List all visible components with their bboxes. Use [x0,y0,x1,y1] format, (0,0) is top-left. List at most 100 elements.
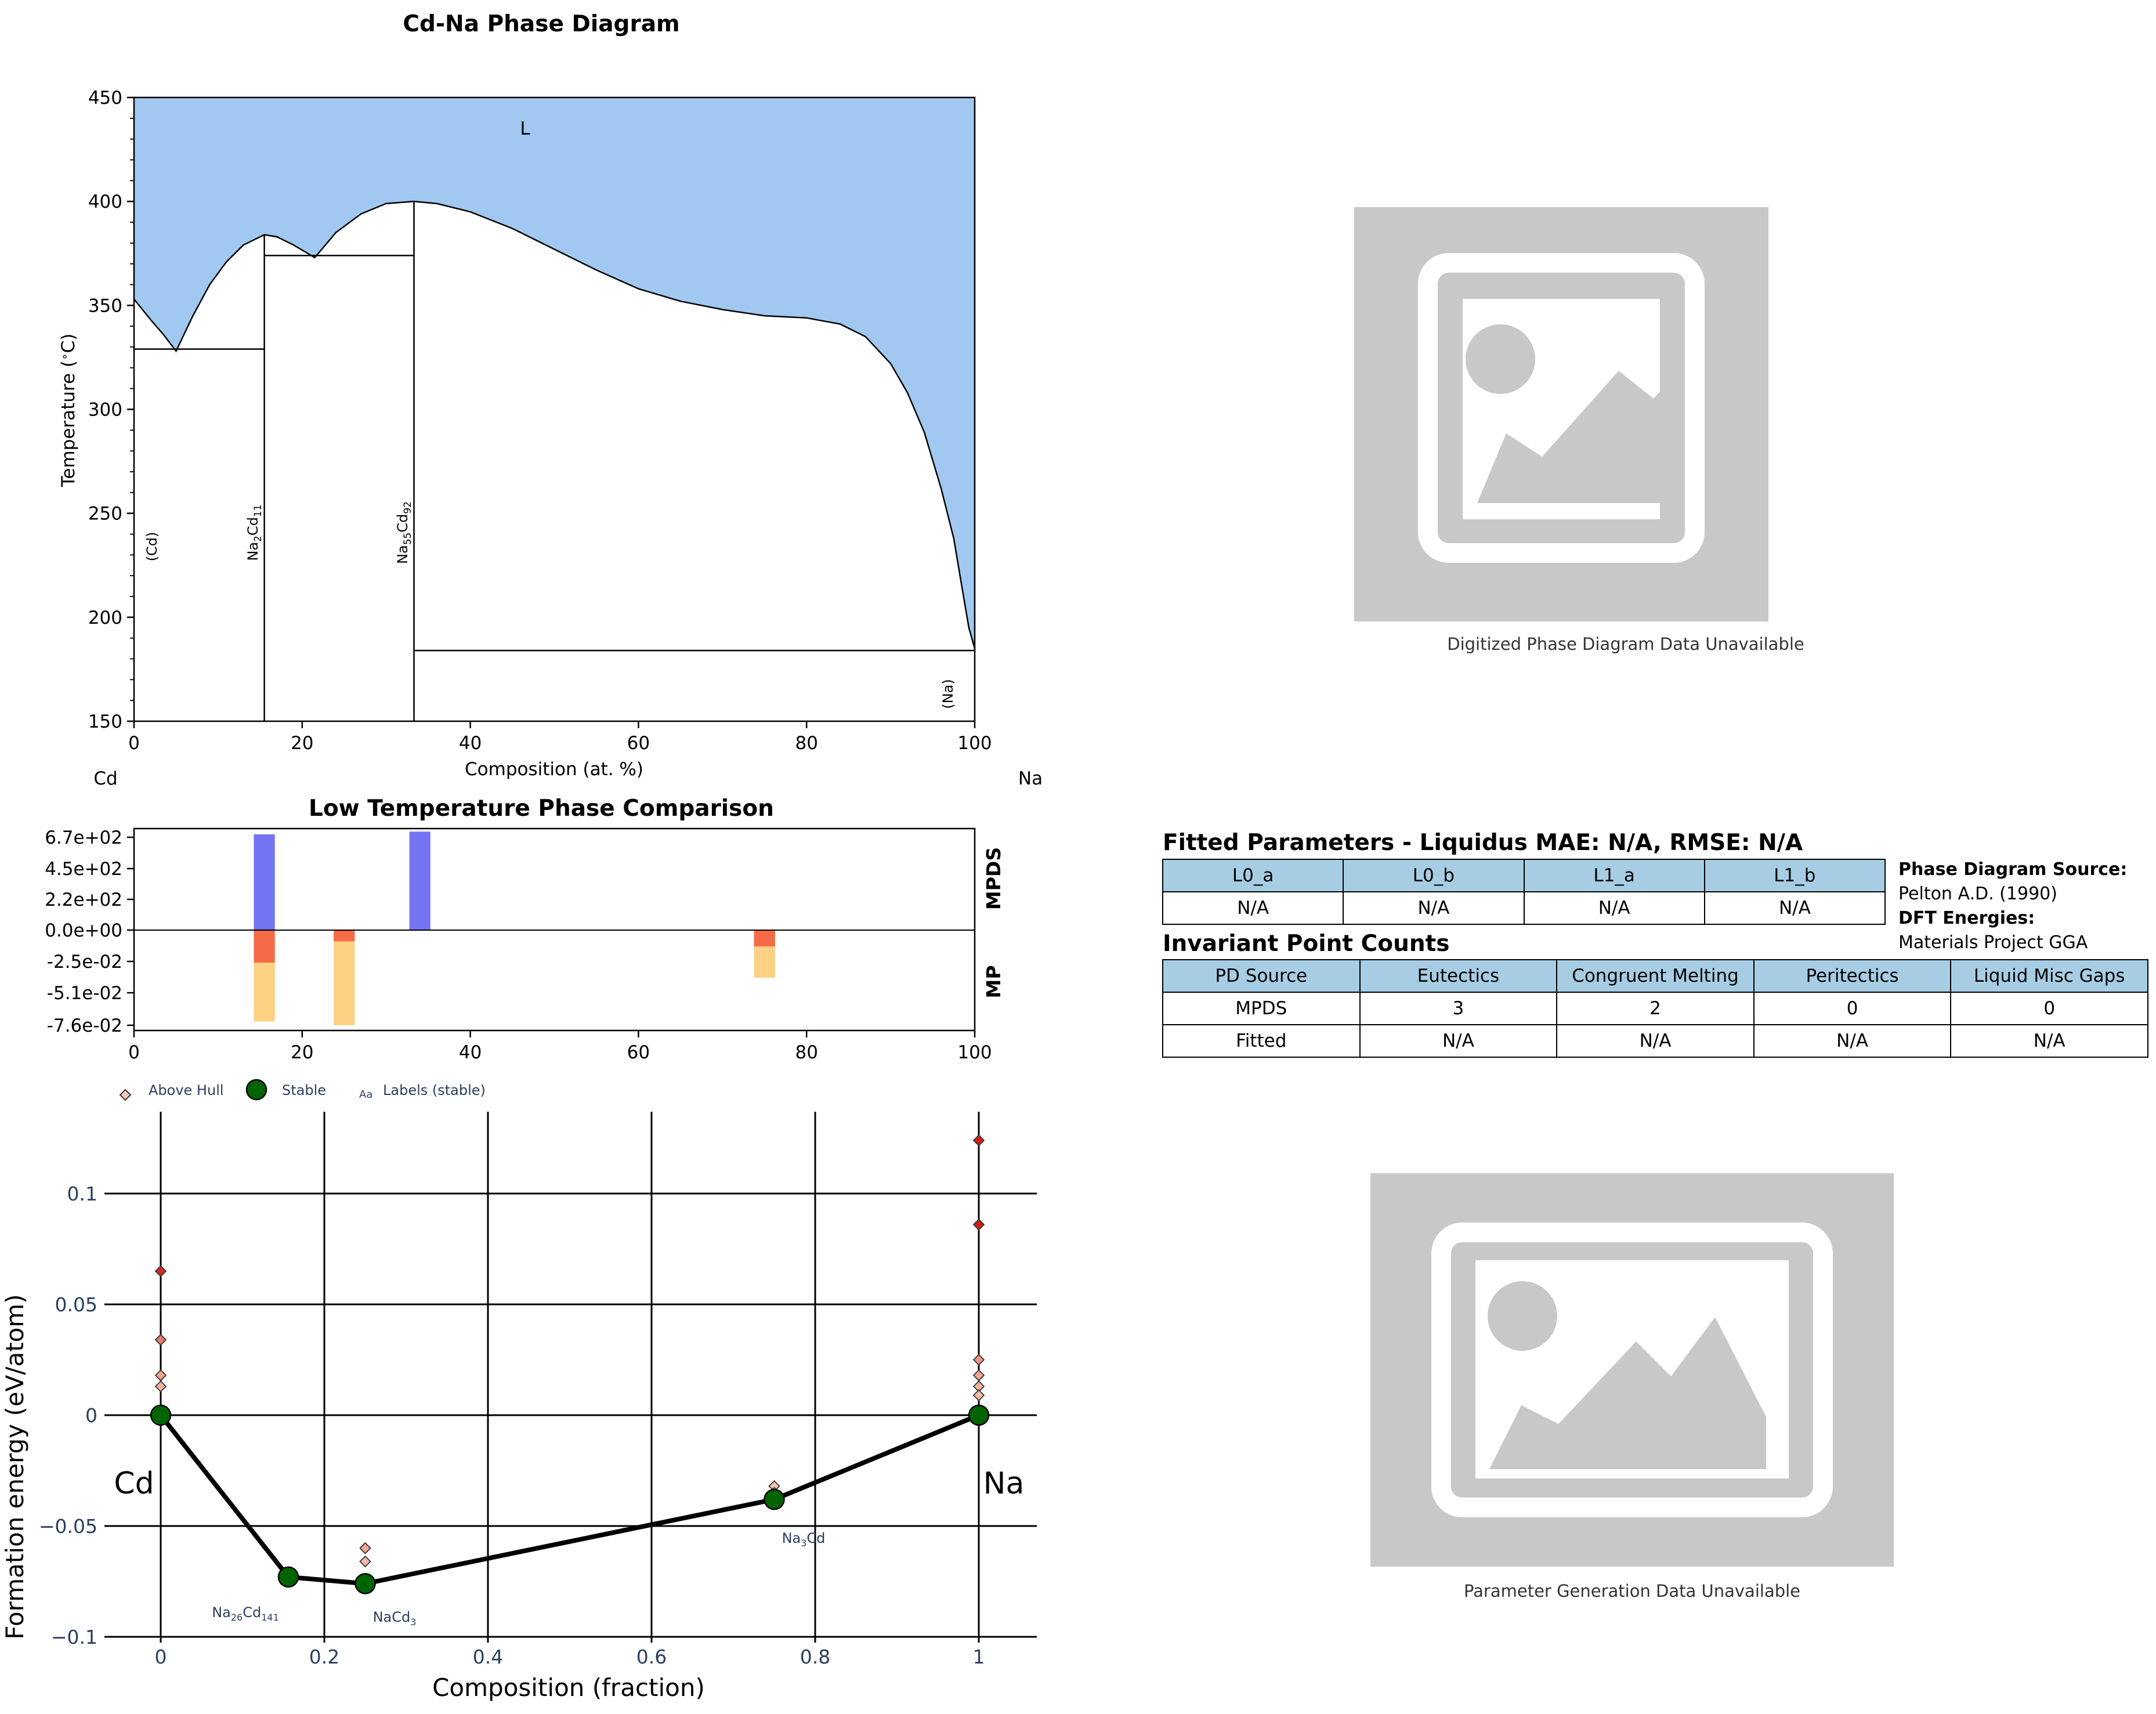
legend-above-hull-marker [119,1089,132,1101]
dft-source-label: DFT Energies: [1898,908,2035,928]
digitized-caption: Digitized Phase Diagram Data Unavailable [1447,634,1804,654]
legend-labels-glyph: Aa [359,1089,372,1101]
pd-source-value: Pelton A.D. (1990) [1898,884,2057,904]
legend-above-hull: Above Hull [149,1082,224,1098]
invariant-cell: N/A [1556,1024,1755,1058]
y-tick-label: 400 [88,191,122,212]
hull-xlabel: Composition (fraction) [432,1673,705,1702]
fitted-header: L1_b [1703,859,1886,892]
mpds-bar [254,834,275,930]
y-tick-label: 150 [88,711,122,732]
comparison-axes: 0 20 40 60 80 100 6.7e+02 4.5e+02 2.2e+02 0.0e+00… [45,827,992,1063]
fitted-value: N/A [1343,891,1525,925]
phase-label-na55cd92: Na55Cd92 [395,501,414,564]
invariant-cell: N/A [1359,1024,1558,1058]
above-hull-point [359,1555,371,1568]
legend-stable-marker [245,1079,267,1101]
comparison-mp-label: MP [982,965,1005,998]
above-hull-point [972,1134,985,1147]
fitted-value: N/A [1703,891,1886,925]
y-tick-label: 4.5e+02 [45,859,122,880]
hull-grid [104,1112,1037,1638]
hull-x-tick-label: 0.4 [473,1646,503,1668]
y-tick-label: 450 [88,88,122,109]
above-hull-point [359,1542,371,1554]
x-tick-label: 100 [957,733,992,754]
y-tick-label: 6.7e+02 [45,827,122,848]
above-hull-point [154,1265,167,1277]
above-hull-point [972,1218,985,1231]
x-tick-label: 0 [128,733,140,754]
hull-ticks: 0 0.2 0.4 0.6 0.8 1 0.1 0.05 0 −0.05 −0.1 [39,1183,985,1668]
hull-ylabel: Formation energy (eV/atom) [1,1294,29,1639]
mpds-bar [409,831,431,930]
x-tick-label: 0 [128,1042,140,1063]
invariant-cell: 0 [1950,992,2148,1025]
invariant-cell: Fitted [1162,1024,1361,1058]
y-tick-label: 350 [88,295,122,316]
invariant-cell: MPDS [1162,992,1361,1025]
phase-diagram-chart: Cd-Na Phase Diagram L (Cd) Na2Cd11 Na55C… [57,11,1043,789]
hull-x-tick-label: 1 [973,1646,985,1668]
invariant-cell: 0 [1753,992,1952,1025]
y-tick-label: 300 [88,400,122,421]
fitted-header: L0_a [1162,859,1344,892]
stable-point [150,1404,172,1426]
liquidus-line [133,200,976,649]
above-hull-point [154,1369,167,1382]
image-placeholder-icon [1431,1223,1833,1517]
stable-point [968,1404,990,1426]
fitted-title: Fitted Parameters - Liquidus MAE: N/A, R… [1163,830,1803,856]
invariant-cell: 2 [1556,992,1755,1025]
above-hull-point [154,1380,167,1393]
liquid-region [134,97,975,649]
comparison-bars [254,831,775,1025]
hull-legend: Above Hull Stable Aa Labels (stable) [119,1079,486,1101]
hull-element-cd: Cd [114,1466,154,1501]
hull-points [150,1134,990,1594]
y-tick-label: 200 [88,608,122,628]
hull-y-tick-label: 0.05 [55,1293,97,1316]
hull-x-tick-label: 0.6 [636,1646,667,1668]
y-tick-label: -2.5e-02 [47,952,122,972]
hull-y-tick-label: −0.1 [51,1626,97,1648]
hull-y-tick-label: 0 [85,1404,97,1427]
y-tick-label: 250 [88,504,122,525]
above-hull-point [972,1369,985,1382]
label-na3cd: Na3Cd [782,1530,826,1549]
fitted-value: N/A [1523,891,1705,925]
comparison-chart: Low Temperature Phase Comparison 0 20 40 60… [45,795,1005,1063]
comparison-title: Low Temperature Phase Comparison [309,795,774,822]
image-placeholder-icon [1418,253,1705,563]
phase-label-na2cd11: Na2Cd11 [245,504,264,561]
phase-label-na: (Na) [940,679,956,708]
phase-diagram-ylabel: Temperature (∘C) [57,334,79,488]
parameter-generation-placeholder [1370,1173,1894,1567]
phase-diagram-left-element: Cd [93,768,117,789]
hull-y-tick-label: −0.05 [39,1515,97,1538]
x-tick-label: 100 [957,1042,992,1063]
dft-source-value: Materials Project GGA [1898,932,2088,953]
fitted-value: N/A [1162,891,1344,925]
legend-labels: Labels (stable) [383,1082,486,1098]
phase-diagram-right-element: Na [1018,768,1043,789]
x-tick-label: 40 [459,1042,482,1063]
mp-bar-above-hull [254,930,275,963]
mp-bar-above-hull [334,930,355,942]
mp-bar [334,930,355,1025]
convex-hull-chart: 0 0.2 0.4 0.6 0.8 1 0.1 0.05 0 −0.05 −0.1 Above Hu… [1,1079,1037,1702]
mp-bar-above-hull [754,930,775,947]
sources-panel: Phase Diagram Source: Pelton A.D. (1990)… [1898,858,2127,955]
phase-boundaries [133,200,976,721]
liquid-area [134,97,975,649]
phase-diagram-xlabel: Composition (at. %) [465,759,643,780]
x-tick-label: 80 [795,733,817,754]
fitted-header: L0_b [1343,859,1525,892]
hull-segment [158,1413,980,1586]
invariant-header: Eutectics [1359,959,1558,993]
invariant-table: PD Source Eutectics Congruent Melting Pe… [1162,959,2148,1058]
stable-point [764,1488,785,1510]
x-tick-label: 20 [291,733,313,754]
invariant-header: Liquid Misc Gaps [1950,959,2148,993]
invariant-header: Congruent Melting [1556,959,1755,993]
